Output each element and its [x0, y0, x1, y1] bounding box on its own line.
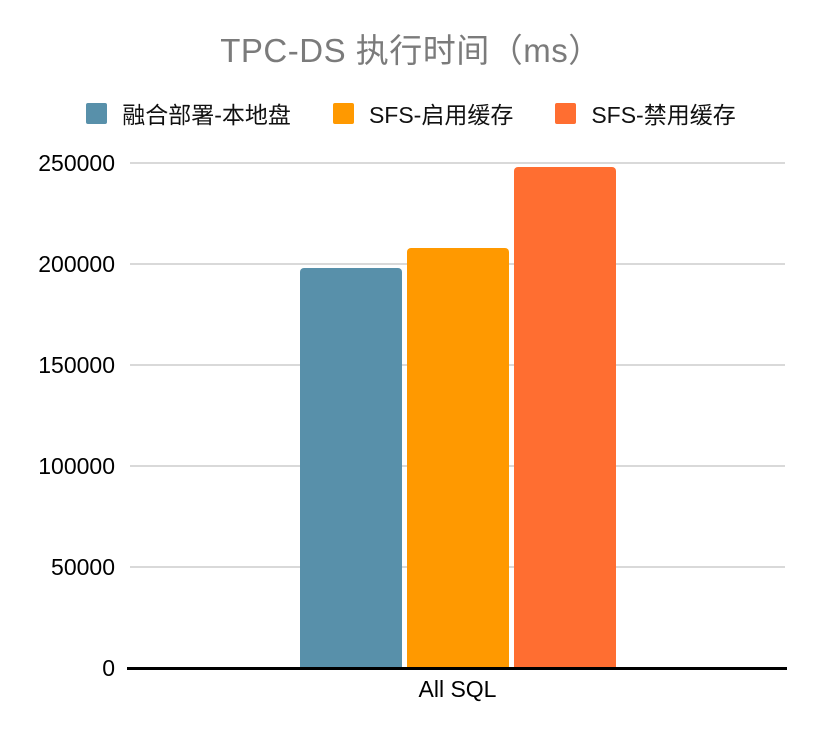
y-tick-label-150000: 150000	[38, 352, 115, 378]
legend-swatch-orange	[332, 102, 354, 124]
y-tick-label-50000: 50000	[51, 554, 115, 580]
y-tick-label-100000: 100000	[38, 453, 115, 479]
legend-label: SFS-禁用缓存	[591, 102, 736, 128]
legend-item-local-disk[interactable]: 融合部署-本地盘	[86, 96, 291, 130]
legend: 融合部署-本地盘 SFS-启用缓存 SFS-禁用缓存	[0, 96, 822, 130]
chart-title: TPC-DS 执行时间（ms）	[220, 32, 602, 69]
y-tick-label-0: 0	[102, 655, 115, 681]
y-tick-label-200000: 200000	[38, 251, 115, 277]
legend-item-sfs-cache-enabled[interactable]: SFS-启用缓存	[332, 96, 514, 130]
bar-SFS-启用缓存[interactable]	[406, 247, 509, 668]
x-axis-line	[127, 667, 787, 670]
plot-area	[127, 162, 787, 670]
y-tick-label-250000: 250000	[38, 150, 115, 176]
legend-label: 融合部署-本地盘	[122, 102, 291, 128]
bar-group-all-sql	[130, 167, 785, 668]
x-category-label: All SQL	[418, 676, 497, 702]
bar-SFS-禁用缓存[interactable]	[513, 167, 616, 668]
legend-swatch-red-orange	[555, 102, 577, 124]
gridline-250000	[130, 162, 785, 164]
legend-item-sfs-cache-disabled[interactable]: SFS-禁用缓存	[555, 96, 736, 130]
bar-融合部署-本地盘[interactable]	[299, 268, 402, 668]
legend-label: SFS-启用缓存	[368, 102, 514, 128]
legend-swatch-blue	[86, 102, 108, 124]
